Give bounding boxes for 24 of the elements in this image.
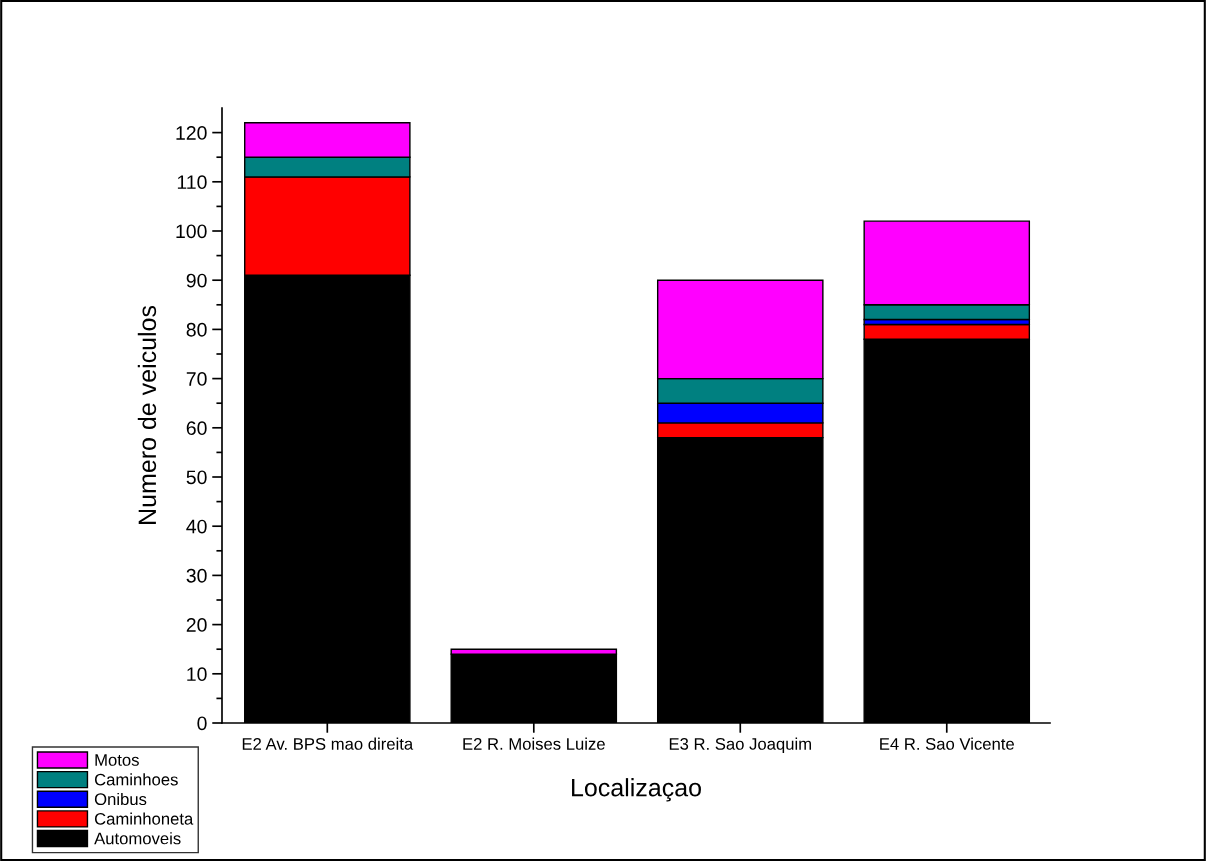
x-tick-label: E2 Av. BPS mao direita [242, 737, 414, 750]
x-axis-title: Localizaçao [572, 778, 701, 802]
y-tick-label: 40 [186, 519, 207, 534]
y-tick-label: 0 [197, 716, 207, 731]
y-tick-label: 30 [186, 568, 207, 583]
x-tick-label: E4 R. Sao Vicente [880, 737, 1014, 750]
y-tick-label: 120 [176, 126, 207, 140]
y-tick-label: 100 [176, 224, 207, 239]
x-tick-label: E2 R. Moises Luize [463, 737, 605, 750]
legend-label: Caminhoneta [94, 812, 194, 825]
legend-label: Motos [95, 754, 139, 766]
legend-label: Caminhoes [94, 773, 178, 786]
y-tick-label: 70 [186, 372, 207, 386]
legend-label: Onibus [94, 792, 147, 806]
y-tick-label: 90 [186, 273, 207, 288]
y-tick-label: 60 [186, 421, 207, 436]
y-axis-title: Numero de veiculos [137, 305, 157, 524]
x-tick-label: E3 R. Sao Joaquim [669, 737, 811, 754]
y-tick-label: 50 [186, 470, 207, 485]
y-tick-label: 20 [186, 618, 207, 632]
legend-label: Automoveis [94, 832, 181, 845]
y-tick-label: 10 [187, 667, 207, 682]
y-tick-label: 80 [186, 322, 207, 337]
y-tick-label: 110 [177, 175, 207, 190]
